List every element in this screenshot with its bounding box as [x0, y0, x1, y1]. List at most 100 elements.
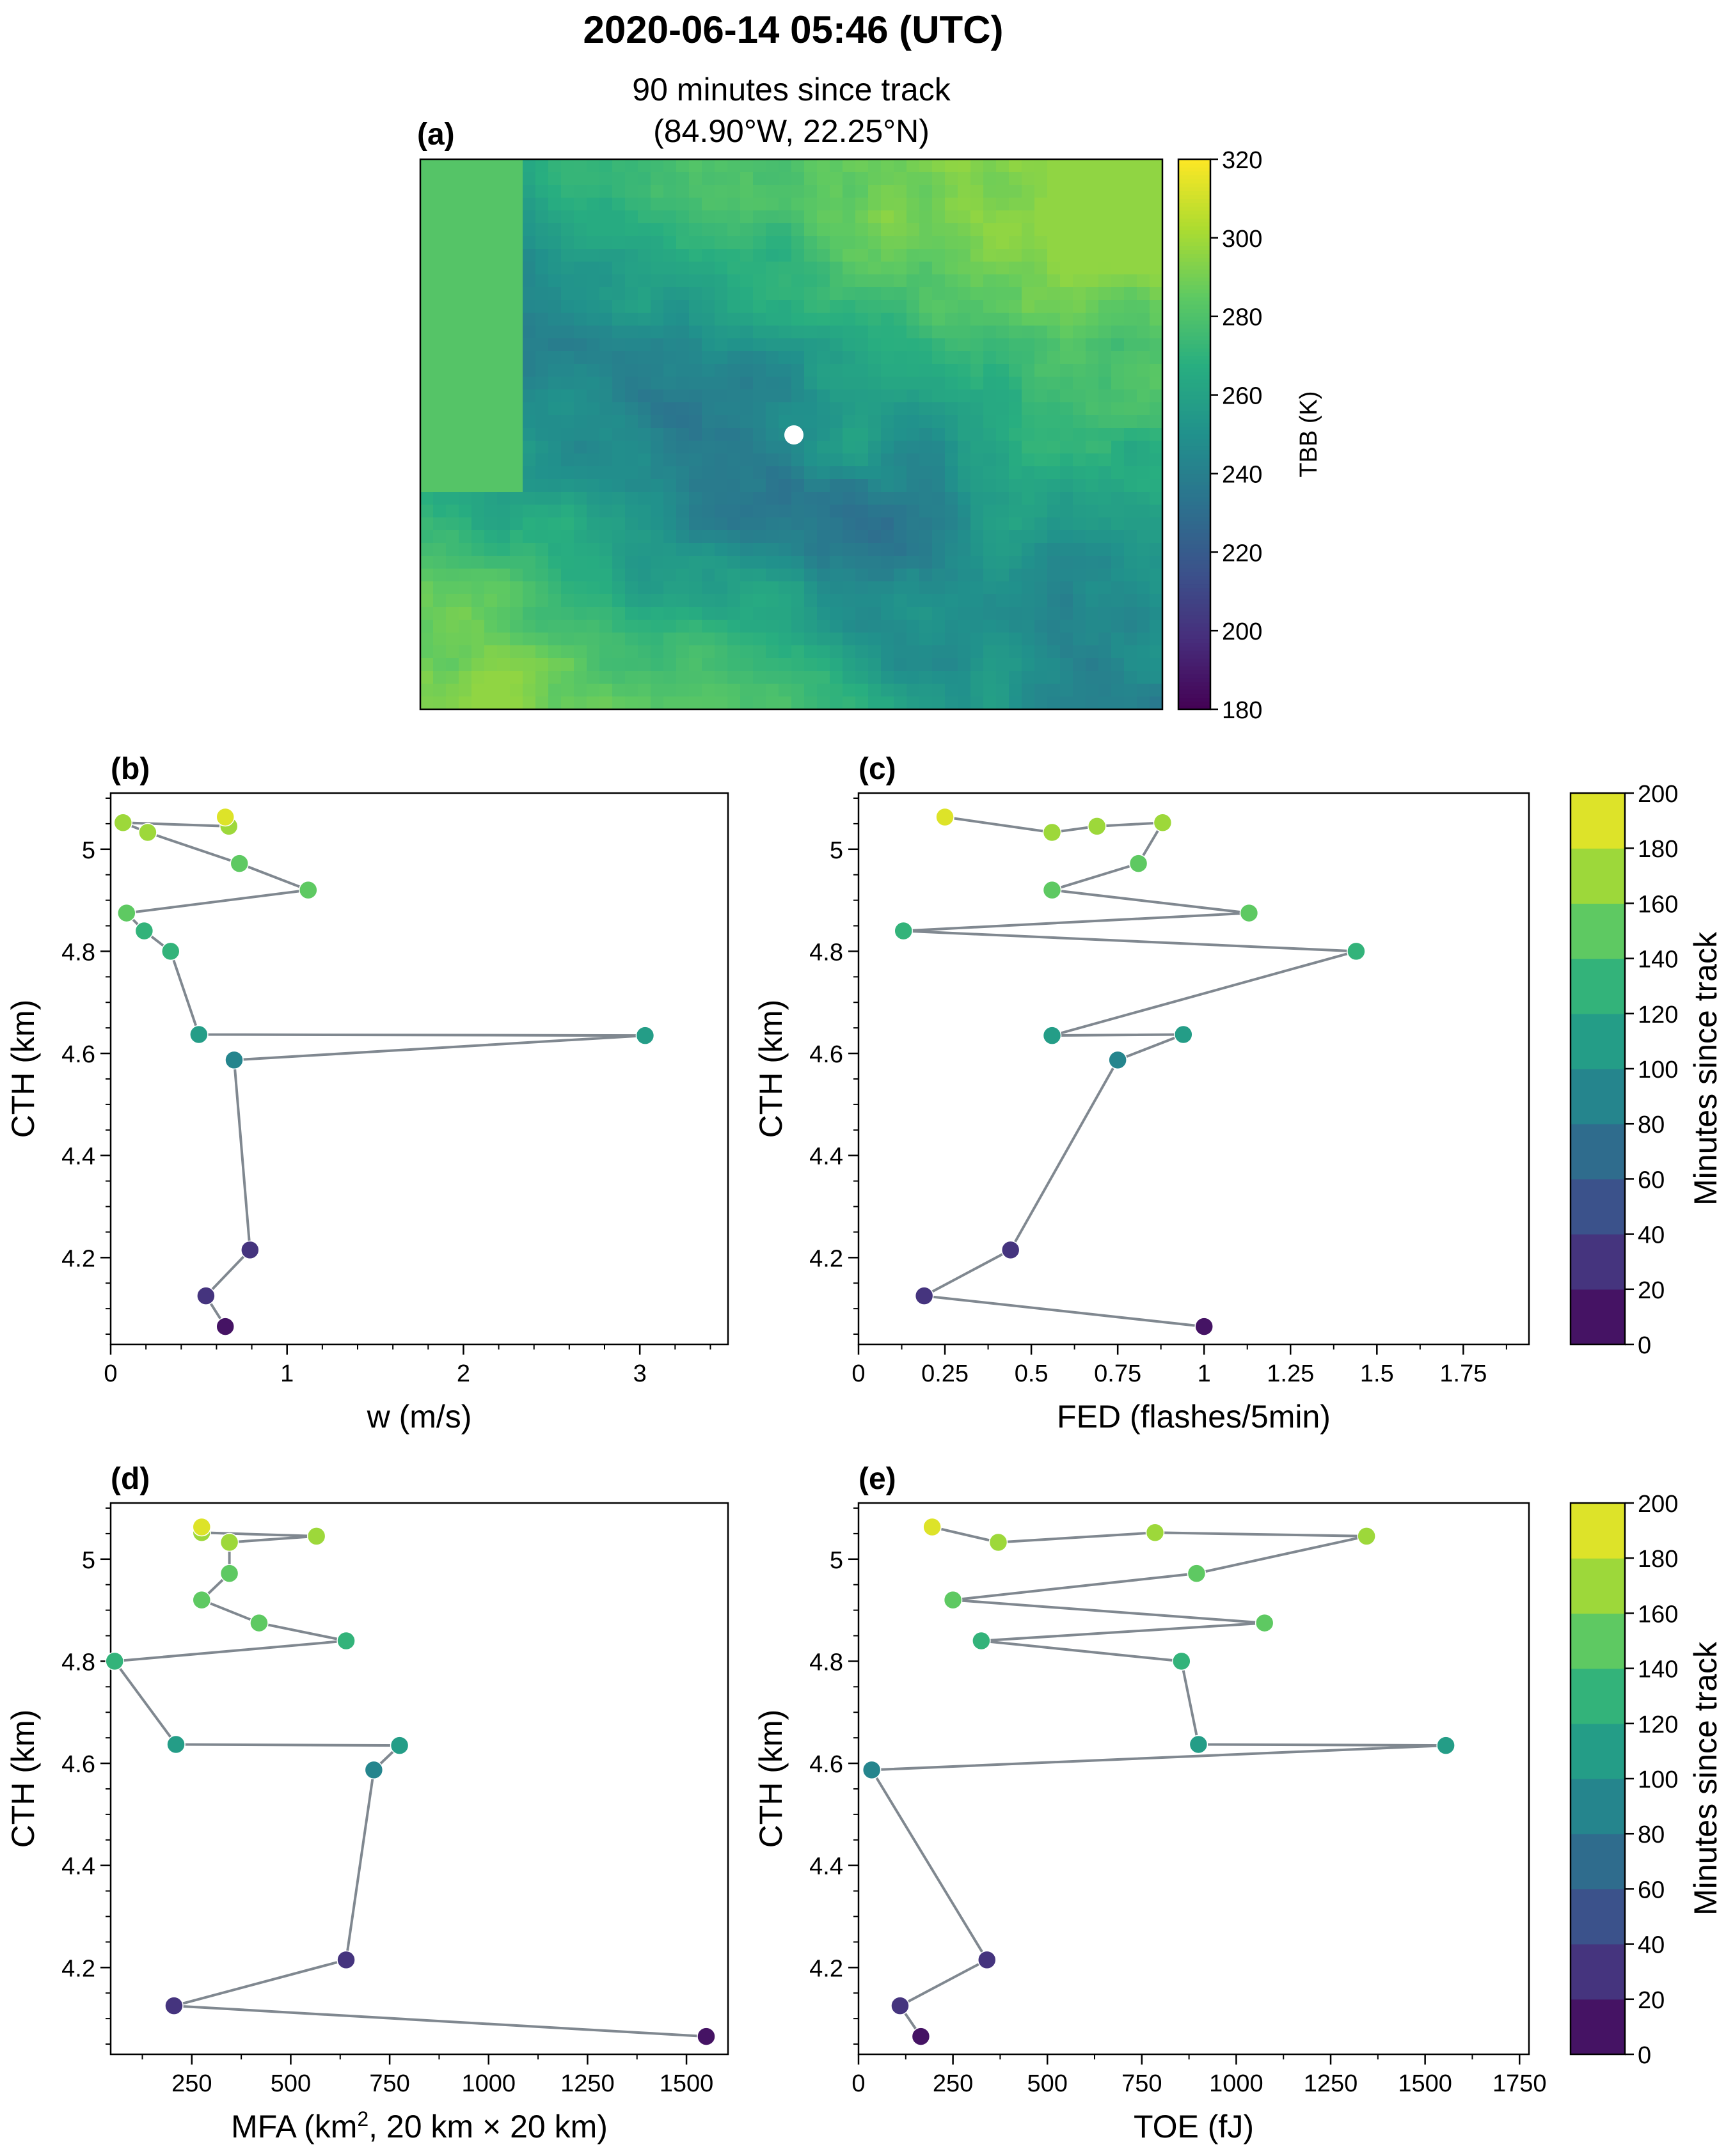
- data-point: [192, 1590, 212, 1610]
- heatmap-cell: [561, 415, 574, 429]
- heatmap-cell: [599, 453, 613, 467]
- y-tick-label: 4.6: [809, 1041, 843, 1068]
- colorbar-segment: [1178, 670, 1210, 675]
- heatmap-cell: [753, 428, 766, 441]
- heatmap-cell: [715, 287, 728, 301]
- heatmap-cell: [1009, 159, 1022, 173]
- plot-frame: [857, 792, 1530, 1346]
- heatmap-cell: [1150, 326, 1162, 339]
- colorbar-segment: [1178, 288, 1210, 294]
- heatmap-cell: [996, 517, 1009, 531]
- heatmap-cell: [676, 543, 690, 556]
- heatmap-cell: [523, 402, 536, 416]
- heatmap-cell: [970, 389, 984, 403]
- heatmap-cell: [804, 645, 818, 659]
- colorbar-segment: [1178, 611, 1210, 616]
- heatmap-cell: [1073, 287, 1086, 301]
- heatmap-cell: [471, 300, 485, 313]
- heatmap-cell: [1073, 326, 1086, 339]
- heatmap-cell: [868, 159, 882, 173]
- heatmap-cell: [625, 658, 638, 672]
- heatmap-cell: [868, 223, 882, 237]
- heatmap-cell: [1060, 530, 1073, 544]
- heatmap-cell: [907, 249, 920, 262]
- heatmap-cell: [1124, 671, 1137, 684]
- heatmap-cell: [868, 389, 882, 403]
- heatmap-cell: [484, 696, 498, 709]
- heatmap-cell: [1086, 505, 1099, 518]
- heatmap-cell: [817, 684, 830, 697]
- heatmap-cell: [548, 620, 562, 633]
- heatmap-cell: [830, 364, 843, 377]
- heatmap-cell: [868, 696, 882, 709]
- heatmap-cell: [625, 236, 638, 249]
- heatmap-cell: [715, 300, 728, 313]
- heatmap-cell: [983, 159, 997, 173]
- heatmap-cell: [574, 671, 587, 684]
- heatmap-cell: [970, 658, 984, 672]
- heatmap-cell: [970, 351, 984, 365]
- colorbar-segment: [1178, 347, 1210, 352]
- heatmap-cell: [459, 326, 472, 339]
- heatmap-cell: [663, 479, 677, 492]
- heatmap-cell: [676, 415, 690, 429]
- heatmap-cell: [663, 543, 677, 556]
- heatmap-cell: [587, 198, 600, 211]
- heatmap-cell: [894, 466, 907, 480]
- heatmap-cell: [433, 313, 447, 326]
- heatmap-cell: [766, 377, 779, 390]
- heatmap-cell: [727, 415, 741, 429]
- heatmap-cell: [1047, 326, 1061, 339]
- heatmap-cell: [471, 198, 485, 211]
- heatmap-cell: [1047, 658, 1061, 672]
- heatmap-cell: [1150, 262, 1162, 275]
- heatmap-cell: [1047, 236, 1061, 249]
- heatmap-cell: [919, 402, 933, 416]
- heatmap-cell: [625, 645, 638, 659]
- heatmap-cell: [1073, 453, 1086, 467]
- heatmap-cell: [983, 185, 997, 198]
- heatmap-cell: [945, 696, 958, 709]
- heatmap-cell: [1111, 313, 1125, 326]
- heatmap-cell: [471, 581, 485, 595]
- heatmap-cell: [945, 466, 958, 480]
- heatmap-cell: [702, 466, 715, 480]
- heatmap-cell: [1086, 581, 1099, 595]
- heatmap-cell: [907, 274, 920, 288]
- heatmap-cell: [1137, 645, 1150, 659]
- heatmap-cell: [1111, 159, 1125, 173]
- heatmap-cell: [779, 633, 792, 646]
- heatmap-cell: [459, 492, 472, 505]
- heatmap-cell: [459, 338, 472, 352]
- heatmap-cell: [766, 441, 779, 454]
- heatmap-cell: [1086, 402, 1099, 416]
- data-point: [216, 1317, 235, 1336]
- heatmap-cell: [1111, 505, 1125, 518]
- heatmap-cell: [676, 313, 690, 326]
- heatmap-cell: [779, 671, 792, 684]
- heatmap-cell: [1073, 415, 1086, 429]
- heatmap-cell: [958, 223, 971, 237]
- heatmap-cell: [676, 364, 690, 377]
- heatmap-cell: [676, 696, 690, 709]
- heatmap-cell: [561, 569, 574, 582]
- heatmap-cell: [1073, 581, 1086, 595]
- colorbar-segment: [1571, 848, 1625, 904]
- heatmap-cell: [970, 556, 984, 569]
- heatmap-cell: [702, 684, 715, 697]
- heatmap-cell: [1009, 402, 1022, 416]
- heatmap-cell: [996, 415, 1009, 429]
- heatmap-cell: [433, 198, 447, 211]
- heatmap-cell: [715, 479, 728, 492]
- heatmap-cell: [702, 249, 715, 262]
- heatmap-cell: [1124, 543, 1137, 556]
- heatmap-cell: [766, 415, 779, 429]
- heatmap-cell: [625, 479, 638, 492]
- heatmap-cell: [497, 198, 511, 211]
- heatmap-cell: [446, 466, 459, 480]
- heatmap-cell: [919, 530, 933, 544]
- heatmap-cell: [1150, 658, 1162, 672]
- heatmap-cell: [702, 492, 715, 505]
- heatmap-cell: [574, 581, 587, 595]
- heatmap-cell: [996, 185, 1009, 198]
